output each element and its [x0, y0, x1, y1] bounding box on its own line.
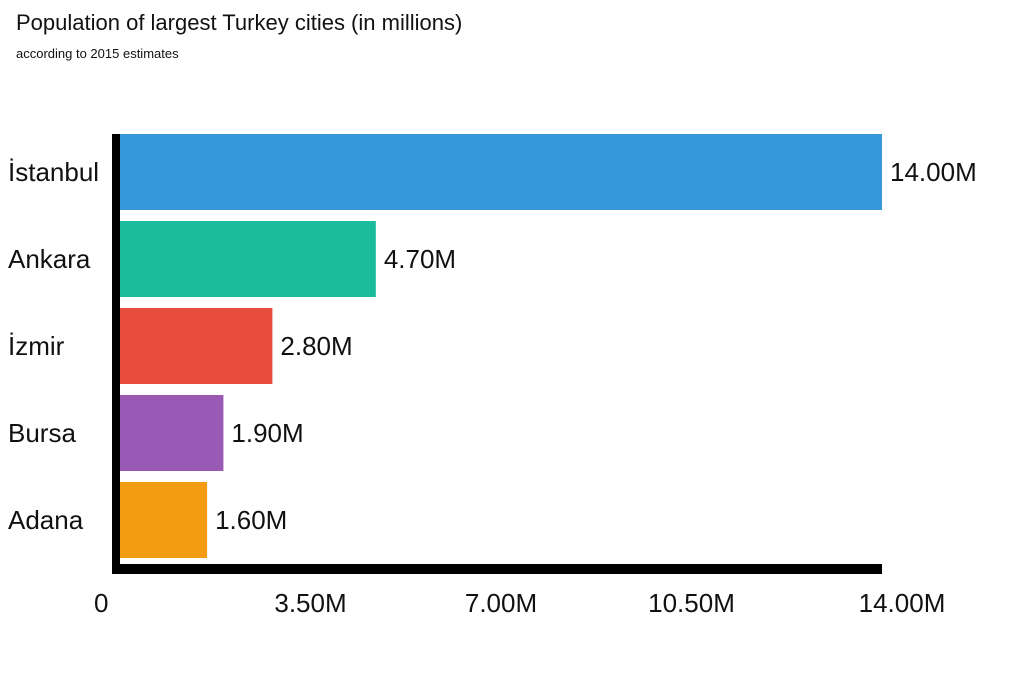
x-axis-ticks: 0 3.50M 7.00M 10.50M 14.00M — [94, 588, 945, 618]
category-label-3: Bursa — [8, 418, 76, 448]
category-label-0: İstanbul — [8, 157, 99, 187]
bar-1 — [120, 221, 376, 297]
bar-4 — [120, 482, 208, 558]
chart-title: Population of largest Turkey cities (in … — [16, 10, 463, 35]
value-label-2: 2.80M — [280, 331, 352, 361]
value-label-3: 1.90M — [231, 418, 303, 448]
x-tick-label-0: 0 — [94, 588, 108, 618]
x-tick-label-4: 14.00M — [859, 588, 946, 618]
category-label-1: Ankara — [8, 244, 91, 274]
x-tick-label-3: 10.50M — [648, 588, 735, 618]
category-label-4: Adana — [8, 505, 84, 535]
value-label-0: 14.00M — [890, 157, 977, 187]
y-axis-line — [112, 134, 120, 574]
category-label-2: İzmir — [8, 331, 65, 361]
x-axis-line — [112, 564, 882, 574]
value-label-1: 4.70M — [384, 244, 456, 274]
x-tick-label-1: 3.50M — [274, 588, 346, 618]
category-labels: İstanbul Ankara İzmir Bursa Adana — [8, 157, 99, 535]
bars-group — [120, 134, 882, 558]
value-labels: 14.00M 4.70M 2.80M 1.90M 1.60M — [215, 157, 977, 535]
value-label-4: 1.60M — [215, 505, 287, 535]
x-tick-label-2: 7.00M — [465, 588, 537, 618]
bar-3 — [120, 395, 224, 471]
bar-2 — [120, 308, 273, 384]
chart-subtitle: according to 2015 estimates — [16, 46, 179, 61]
bar-0 — [120, 134, 882, 210]
